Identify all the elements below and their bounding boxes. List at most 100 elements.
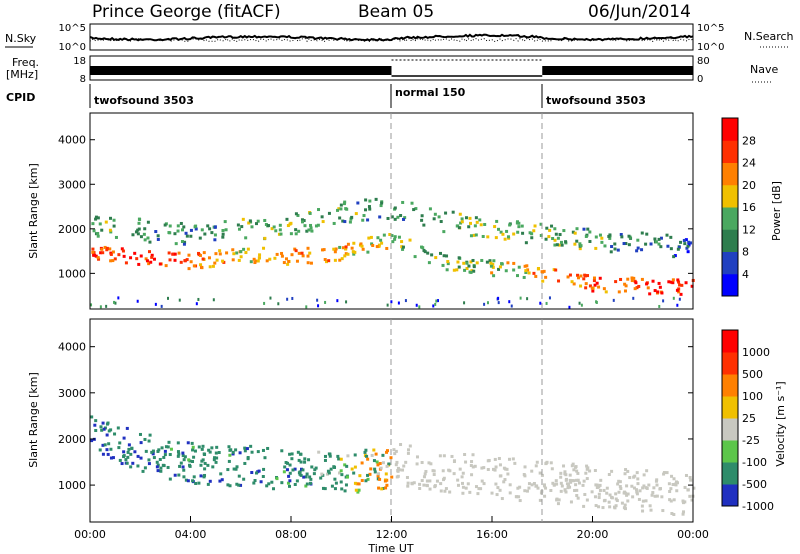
power-cell-541 (272, 225, 276, 229)
velocity-cell-631 (568, 485, 572, 489)
velocity-cell-198 (249, 444, 253, 448)
power-cell-485 (288, 222, 292, 226)
velocity-cell-450 (470, 460, 474, 464)
velocity-cell-581 (560, 484, 564, 488)
power-cell-130 (534, 274, 538, 278)
power-cell-676 (263, 301, 266, 305)
velocity-cell-356 (688, 476, 692, 480)
power-cell-468 (380, 201, 384, 205)
velocity-cell-404 (493, 457, 497, 461)
velocity-cell-224 (106, 421, 110, 425)
velocity-cell-119 (105, 448, 109, 452)
velocity-cell-108 (266, 446, 270, 450)
velocity-cell-349 (655, 483, 659, 487)
velocity-cell-363 (577, 481, 581, 485)
velocity-cell-495 (649, 508, 653, 512)
date-title: 06/Jun/2014 (588, 2, 691, 22)
power-cell-631 (278, 223, 282, 227)
velocity-cell-375 (479, 487, 483, 491)
power-cell-82 (332, 247, 336, 251)
power-cell-219 (442, 254, 446, 258)
velocity-cell-585 (496, 486, 500, 490)
power-cell-139 (200, 266, 204, 270)
velocity-cell-80 (127, 447, 131, 451)
power-cell-430 (254, 222, 258, 226)
power-cell-199 (344, 245, 348, 249)
velocity-cell-109 (366, 477, 370, 481)
power-cell-182 (390, 234, 394, 238)
power-cell-432 (578, 247, 582, 251)
power-cell-183 (584, 286, 588, 290)
velocity-cell-129 (120, 462, 124, 466)
velocity-cell-184 (333, 487, 337, 491)
velocity-cell-629 (424, 469, 428, 473)
power-cell-252 (462, 261, 466, 265)
power-cell-168 (532, 271, 536, 275)
velocity-cell-139 (176, 454, 180, 458)
velocity-cell-588 (584, 471, 588, 475)
velocity-cb-swatch-3 (722, 418, 738, 441)
velocity-cell-38 (214, 451, 218, 455)
power-cell-358 (516, 230, 520, 234)
velocity-cell-334 (122, 455, 126, 459)
power-cell-390 (627, 243, 631, 247)
velocity-cell-148 (182, 458, 186, 462)
power-cell-481 (610, 245, 614, 249)
velocity-cell-292 (187, 458, 191, 462)
power-cell-575 (672, 255, 676, 259)
power-cell-149 (294, 249, 298, 253)
freq-unit: [MHz] (6, 68, 38, 81)
velocity-cell-643 (555, 498, 559, 502)
power-cell-45 (480, 258, 484, 262)
velocity-cell-299 (129, 452, 133, 456)
velocity-cell-235 (167, 440, 171, 444)
velocity-cell-276 (109, 456, 113, 460)
power-cell-127 (249, 260, 253, 264)
power-cell-155 (588, 284, 592, 288)
velocity-cell-402 (494, 482, 498, 486)
power-cell-465 (439, 220, 443, 224)
power-cell-292 (498, 265, 502, 269)
velocity-cell-155 (155, 460, 159, 464)
velocity-cell-175 (152, 456, 156, 460)
power-cell-582 (669, 247, 673, 251)
power-cell-367 (464, 216, 468, 220)
power-cell-375 (478, 218, 482, 222)
velocity-cell-205 (150, 450, 154, 454)
power-cell-120 (485, 260, 489, 264)
velocity-cell-329 (113, 432, 117, 436)
power-cell-364 (609, 250, 613, 254)
power-cell-521 (544, 237, 548, 241)
power-cell-318 (239, 250, 243, 254)
velocity-cell-459 (573, 489, 577, 493)
velocity-cell-143 (238, 451, 242, 455)
power-cell-626 (497, 227, 501, 231)
power-cell-150 (91, 250, 95, 254)
velocity-cell-210 (355, 482, 359, 486)
velocity-cell-193 (353, 465, 357, 469)
velocity-cb-swatch-6 (722, 352, 738, 375)
power-cell-175 (391, 240, 395, 244)
velocity-cell-548 (538, 498, 542, 502)
power-cell-145 (593, 283, 597, 287)
velocity-cell-324 (155, 465, 159, 469)
power-cell-486 (673, 254, 677, 258)
power-cell-463 (136, 228, 140, 232)
velocity-cell-360 (406, 484, 410, 488)
velocity-cell-201 (261, 474, 265, 478)
freq-tick-high: 18 (73, 56, 86, 67)
velocity-cell-191 (280, 449, 284, 453)
power-cell-650 (99, 305, 102, 309)
power-cell-424 (517, 225, 521, 229)
power-cell-613 (336, 208, 340, 212)
x-ticklabel-0: 00:00 (74, 528, 106, 541)
velocity-cell-189 (328, 454, 332, 458)
velocity-cell-385 (500, 497, 504, 501)
velocity-cell-463 (556, 502, 560, 506)
power-cell-376 (582, 227, 586, 231)
power-cell-73 (183, 259, 187, 263)
power-cell-617 (173, 232, 177, 236)
power-cell-532 (676, 247, 680, 251)
velocity-cell-343 (420, 479, 424, 483)
velocity-cell-101 (343, 463, 347, 467)
